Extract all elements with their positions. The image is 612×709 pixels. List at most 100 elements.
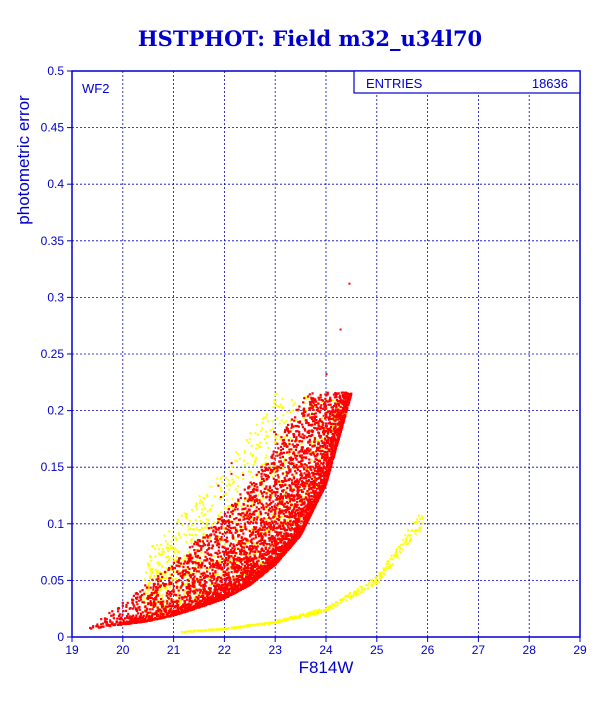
- data-point: [289, 512, 292, 515]
- data-point: [252, 490, 255, 493]
- data-point: [154, 579, 157, 582]
- data-point: [320, 423, 323, 426]
- data-point: [172, 588, 175, 591]
- data-point: [199, 575, 202, 579]
- data-point: [302, 401, 305, 404]
- data-point: [185, 554, 189, 557]
- data-point: [198, 549, 201, 552]
- data-point: [286, 493, 289, 496]
- data-point: [225, 540, 228, 543]
- data-point: [288, 510, 291, 514]
- data-point: [289, 536, 292, 539]
- data-point: [300, 498, 304, 501]
- data-point: [299, 469, 302, 473]
- data-point: [238, 559, 241, 562]
- data-point: [201, 508, 204, 511]
- data-point: [326, 391, 329, 394]
- data-point: [300, 457, 303, 460]
- data-point: [303, 501, 306, 504]
- data-point: [117, 614, 121, 618]
- data-point: [281, 480, 284, 484]
- data-point: [148, 575, 151, 578]
- data-point: [278, 422, 281, 425]
- data-point: [240, 559, 243, 563]
- data-point: [291, 424, 294, 428]
- data-point: [254, 496, 257, 499]
- data-point: [256, 516, 259, 519]
- data-point: [315, 440, 318, 443]
- data-point: [159, 604, 162, 607]
- data-point: [120, 617, 123, 620]
- data-point: [263, 437, 266, 440]
- data-point: [262, 497, 265, 500]
- data-point: [310, 458, 313, 461]
- data-point: [300, 442, 303, 445]
- data-point: [246, 545, 249, 549]
- data-point: [287, 430, 291, 433]
- data-point: [310, 478, 314, 481]
- data-point: [198, 559, 201, 562]
- data-point: [221, 481, 224, 484]
- data-point: [257, 502, 260, 505]
- data-point: [284, 459, 287, 462]
- data-points: [89, 282, 424, 634]
- data-point: [261, 495, 264, 498]
- data-point: [325, 413, 328, 417]
- data-point: [313, 450, 316, 453]
- data-point: [304, 508, 307, 512]
- data-point: [151, 608, 154, 611]
- data-point: [239, 543, 242, 546]
- data-point: [265, 527, 269, 530]
- data-point: [229, 527, 233, 530]
- data-point: [309, 416, 312, 419]
- data-point: [174, 571, 177, 574]
- data-point: [229, 582, 232, 586]
- data-point: [197, 578, 200, 581]
- data-point: [289, 484, 292, 487]
- data-point: [280, 502, 283, 505]
- data-point: [273, 513, 276, 516]
- data-point: [324, 428, 327, 431]
- data-point: [105, 624, 108, 627]
- data-point: [225, 492, 228, 495]
- data-point: [151, 545, 154, 548]
- data-point: [280, 419, 283, 422]
- data-point: [269, 544, 272, 547]
- data-point: [202, 514, 205, 517]
- data-point: [278, 484, 282, 487]
- data-point: [227, 590, 231, 593]
- data-point: [269, 492, 272, 495]
- data-point: [292, 445, 296, 448]
- data-point: [193, 600, 196, 603]
- data-point: [289, 420, 292, 423]
- data-point: [265, 413, 268, 416]
- data-point: [290, 527, 294, 530]
- data-point: [247, 518, 251, 521]
- data-point: [193, 581, 196, 584]
- data-point: [174, 606, 177, 609]
- data-point: [298, 528, 302, 531]
- data-point: [187, 572, 190, 575]
- data-point: [259, 562, 262, 565]
- data-point: [265, 505, 268, 509]
- data-point: [231, 509, 235, 512]
- data-point: [290, 423, 293, 426]
- data-point: [222, 475, 225, 478]
- data-point: [193, 584, 196, 587]
- data-point: [272, 420, 275, 423]
- data-point: [169, 586, 172, 589]
- data-point: [298, 520, 301, 523]
- data-point: [265, 502, 268, 505]
- data-point: [193, 575, 196, 578]
- data-point: [136, 596, 139, 599]
- data-point: [285, 451, 289, 454]
- data-point: [203, 590, 206, 593]
- data-point: [312, 476, 315, 479]
- data-point: [310, 416, 314, 419]
- data-point: [233, 566, 236, 569]
- data-point: [284, 522, 287, 525]
- data-point: [187, 528, 190, 531]
- data-point: [219, 486, 222, 489]
- data-point: [272, 477, 275, 480]
- data-point: [226, 564, 229, 567]
